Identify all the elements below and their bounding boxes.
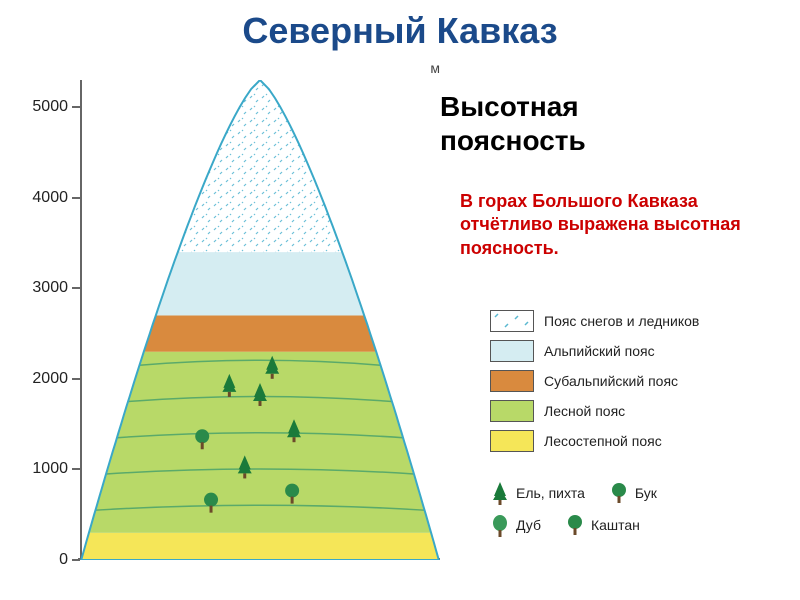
y-axis: 0 1000 2000 3000 4000 5000 bbox=[20, 70, 80, 590]
conifer-tree-icon bbox=[490, 480, 510, 506]
zone-legend: Пояс снегов и ледников Альпийский пояс Суб… bbox=[490, 310, 790, 460]
y-tick-label: 0 bbox=[59, 551, 68, 569]
legend-label: Лесной пояс bbox=[544, 403, 625, 419]
tree-label: Дуб bbox=[516, 517, 541, 533]
broadleaf-tree-icon bbox=[609, 480, 629, 506]
legend-label: Альпийский пояс bbox=[544, 343, 655, 359]
legend-swatch bbox=[490, 310, 534, 332]
legend-label: Лесостепной пояс bbox=[544, 433, 662, 449]
y-tick-label: 3000 bbox=[32, 279, 68, 297]
legend-row: Субальпийский пояс bbox=[490, 370, 790, 392]
legend-row: Альпийский пояс bbox=[490, 340, 790, 362]
y-tick-mark bbox=[72, 287, 80, 289]
legend-label: Пояс снегов и ледников bbox=[544, 313, 699, 329]
y-tick-label: 2000 bbox=[32, 370, 68, 388]
y-tick-label: 4000 bbox=[32, 189, 68, 207]
mountain-diagram bbox=[80, 80, 440, 560]
legend-swatch bbox=[490, 430, 534, 452]
legend-swatch bbox=[490, 400, 534, 422]
altitude-chart: м 010002000300040005000 bbox=[20, 70, 440, 590]
legend-swatch bbox=[490, 340, 534, 362]
legend-row: Пояс снегов и ледников bbox=[490, 310, 790, 332]
oak-tree-icon bbox=[490, 512, 510, 538]
y-tick-mark bbox=[72, 106, 80, 108]
subtitle-line-2: поясность bbox=[440, 124, 586, 158]
legend-label: Субальпийский пояс bbox=[544, 373, 678, 389]
tree-legend: Ель, пихта Бук Дуб Каштан bbox=[490, 480, 790, 544]
tree-label: Каштан bbox=[591, 517, 640, 533]
subtitle: Высотная поясность bbox=[440, 90, 586, 157]
legend-row: Лесостепной пояс bbox=[490, 430, 790, 452]
y-tick-label: 1000 bbox=[32, 460, 68, 478]
tree-legend-row: Ель, пихта Бук bbox=[490, 480, 790, 506]
y-tick-mark bbox=[72, 559, 80, 561]
legend-row: Лесной пояс bbox=[490, 400, 790, 422]
y-tick-label: 5000 bbox=[32, 98, 68, 116]
legend-swatch bbox=[490, 370, 534, 392]
subtitle-line-1: Высотная bbox=[440, 90, 586, 124]
tree-label: Ель, пихта bbox=[516, 485, 585, 501]
y-axis-unit: м bbox=[430, 60, 440, 76]
y-tick-mark bbox=[72, 197, 80, 199]
tree-label: Бук bbox=[635, 485, 657, 501]
page-title: Северный Кавказ bbox=[0, 0, 800, 52]
description-text: В горах Большого Кавказа отчётливо выраж… bbox=[460, 190, 760, 260]
y-tick-mark bbox=[72, 468, 80, 470]
tree-legend-row: Дуб Каштан bbox=[490, 512, 790, 538]
y-tick-mark bbox=[72, 378, 80, 380]
chestnut-tree-icon bbox=[565, 512, 585, 538]
